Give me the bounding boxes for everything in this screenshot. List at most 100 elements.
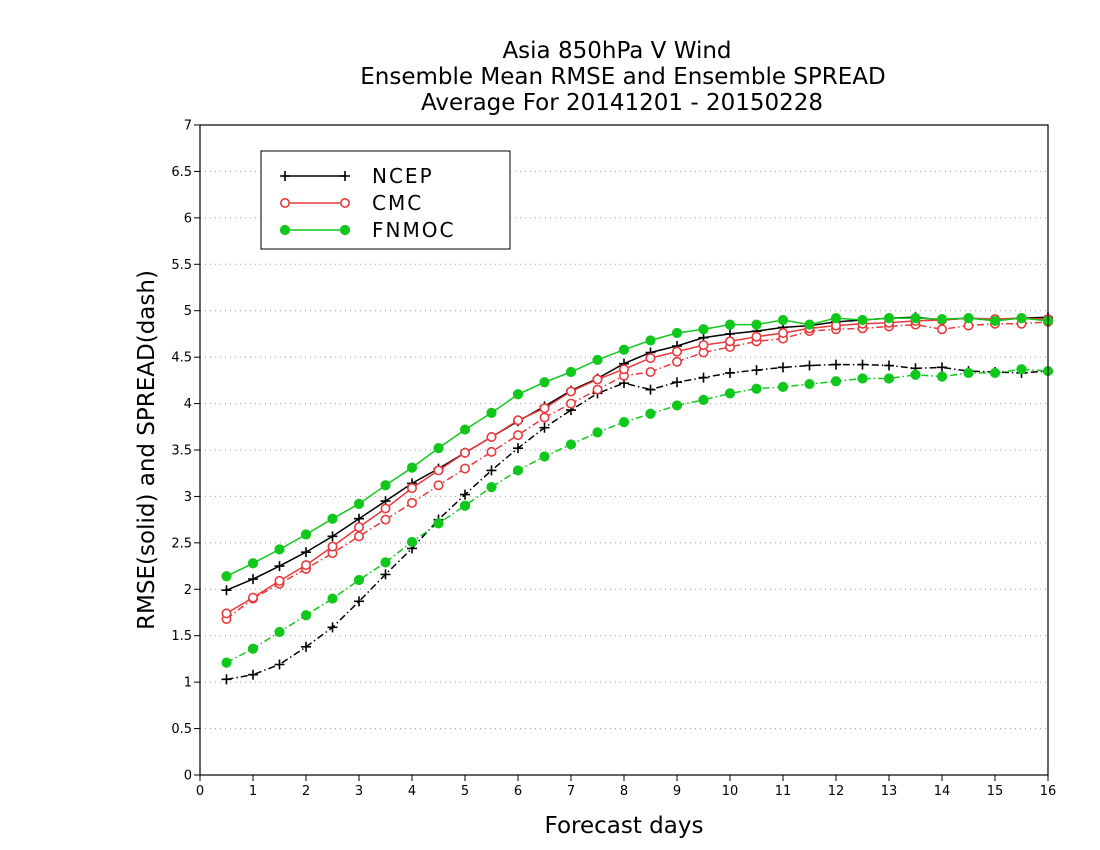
y-tick-label: 2 xyxy=(184,583,192,598)
title-line-2: Ensemble Mean RMSE and Ensemble SPREAD xyxy=(360,64,885,90)
ncep-spread-point xyxy=(380,569,391,580)
x-tick-label: 0 xyxy=(196,784,204,799)
ncep-rmse-point xyxy=(301,547,311,558)
y-tick-label: 1 xyxy=(184,676,192,691)
ncep-spread-point xyxy=(804,360,815,371)
fnmoc-rmse-point xyxy=(724,319,736,330)
fnmoc-spread-point xyxy=(777,381,789,392)
ncep-spread-point xyxy=(831,359,841,370)
fnmoc-spread-point xyxy=(380,557,391,568)
fnmoc-spread-line xyxy=(226,368,1049,664)
ncep-spread-point xyxy=(354,596,364,607)
x-axis-label: Forecast days xyxy=(545,813,704,839)
cmc-rmse-point xyxy=(433,465,444,476)
fnmoc-rmse-point xyxy=(539,377,550,388)
fnmoc-spread-point xyxy=(751,383,762,394)
ncep-spread-point xyxy=(539,422,550,433)
ncep-spread-line xyxy=(226,363,1049,681)
fnmoc-spread-point xyxy=(247,643,259,654)
cmc-rmse-point xyxy=(380,503,391,514)
cmc-spread-line xyxy=(226,321,1049,620)
fnmoc-spread-point xyxy=(936,371,948,382)
cmc-spread-point xyxy=(565,398,576,409)
ncep-spread-point xyxy=(672,377,682,388)
fnmoc-spread-point xyxy=(963,367,974,379)
fnmoc-rmse-point xyxy=(804,319,815,330)
fnmoc-rmse-point xyxy=(406,462,418,473)
fnmoc-rmse-point xyxy=(486,407,497,418)
fnmoc-rmse-point xyxy=(989,315,1001,327)
fnmoc-rmse-point xyxy=(830,313,842,324)
fnmoc-rmse-point xyxy=(353,498,365,509)
ncep-spread-point xyxy=(725,367,735,378)
y-tick-label: 0 xyxy=(184,769,192,784)
ncep-spread-point xyxy=(274,659,285,670)
fnmoc-spread-point xyxy=(830,376,842,387)
fnmoc-rmse-point xyxy=(221,571,232,582)
fnmoc-spread-point xyxy=(724,388,736,399)
fnmoc-rmse-point xyxy=(459,424,471,435)
y-tick-label: 5.5 xyxy=(171,258,192,273)
cmc-rmse-point xyxy=(698,340,709,351)
fnmoc-spread-point xyxy=(406,536,418,548)
cmc-spread-point xyxy=(512,430,523,441)
x-tick-label: 15 xyxy=(987,784,1004,799)
y-tick-label: 2.5 xyxy=(171,536,192,551)
cmc-spread-point xyxy=(486,446,497,457)
cmc-rmse-point xyxy=(751,331,762,342)
fnmoc-spread-point xyxy=(353,574,365,586)
fnmoc-rmse-point xyxy=(433,443,444,454)
cmc-spread-point xyxy=(459,463,470,474)
ncep-rmse-line xyxy=(226,316,1049,591)
x-axis: 0 1 2 3 4 5 6 7 8 9 10 11 12 13 14 15 16 xyxy=(196,775,1056,799)
fnmoc-rmse-point xyxy=(327,513,338,524)
x-tick-label: 5 xyxy=(461,784,469,799)
ncep-spread-point xyxy=(221,674,232,685)
ncep-rmse-point xyxy=(221,585,232,596)
fnmoc-spread-point xyxy=(565,439,577,450)
cmc-spread-point xyxy=(592,384,603,395)
ncep-spread-point xyxy=(698,372,709,383)
fnmoc-spread-point xyxy=(671,400,683,411)
y-tick-label: 6 xyxy=(184,211,192,226)
fnmoc-spread-point xyxy=(857,373,868,384)
y-tick-label: 1.5 xyxy=(171,629,192,644)
ncep-spread-point xyxy=(778,362,788,373)
x-tick-label: 14 xyxy=(934,784,951,799)
fnmoc-spread-point xyxy=(512,465,524,476)
cmc-spread-point xyxy=(671,356,682,367)
cmc-rmse-point xyxy=(618,364,629,375)
cmc-rmse-point xyxy=(353,522,364,533)
cmc-rmse-point xyxy=(565,386,576,397)
cmc-spread-point xyxy=(406,497,417,508)
legend-fnmoc-marker xyxy=(339,224,351,236)
ncep-rmse-point xyxy=(327,531,338,542)
ncep-rmse-point xyxy=(248,574,258,585)
fnmoc-rmse-point xyxy=(963,313,974,324)
fnmoc-spread-point xyxy=(645,408,656,419)
x-tick-label: 12 xyxy=(828,784,845,799)
ncep-spread-point xyxy=(327,622,338,633)
title-line-1: Asia 850hPa V Wind xyxy=(502,38,731,64)
y-tick-label: 7 xyxy=(184,119,192,134)
y-tick-label: 5 xyxy=(184,304,192,319)
ncep-spread-point xyxy=(751,365,762,376)
cmc-rmse-point xyxy=(645,353,656,364)
y-tick-label: 0.5 xyxy=(171,722,192,737)
fnmoc-rmse-point xyxy=(380,480,391,491)
x-tick-label: 8 xyxy=(620,784,628,799)
fnmoc-rmse-line xyxy=(226,317,1049,577)
fnmoc-rmse-point xyxy=(1016,313,1027,324)
legend-ncep-marker xyxy=(340,171,350,181)
legend-ncep-label: NCEP xyxy=(372,164,434,188)
cmc-rmse-point xyxy=(592,374,603,385)
fnmoc-rmse-point xyxy=(645,335,656,346)
x-tick-label: 6 xyxy=(514,784,522,799)
fnmoc-spread-point xyxy=(274,626,285,638)
cmc-rmse-point xyxy=(300,560,311,571)
fnmoc-spread-point xyxy=(910,369,921,380)
x-tick-label: 2 xyxy=(302,784,310,799)
cmc-rmse-point xyxy=(539,403,550,414)
cmc-spread-point xyxy=(539,412,550,423)
legend-cmc-marker xyxy=(279,198,290,209)
